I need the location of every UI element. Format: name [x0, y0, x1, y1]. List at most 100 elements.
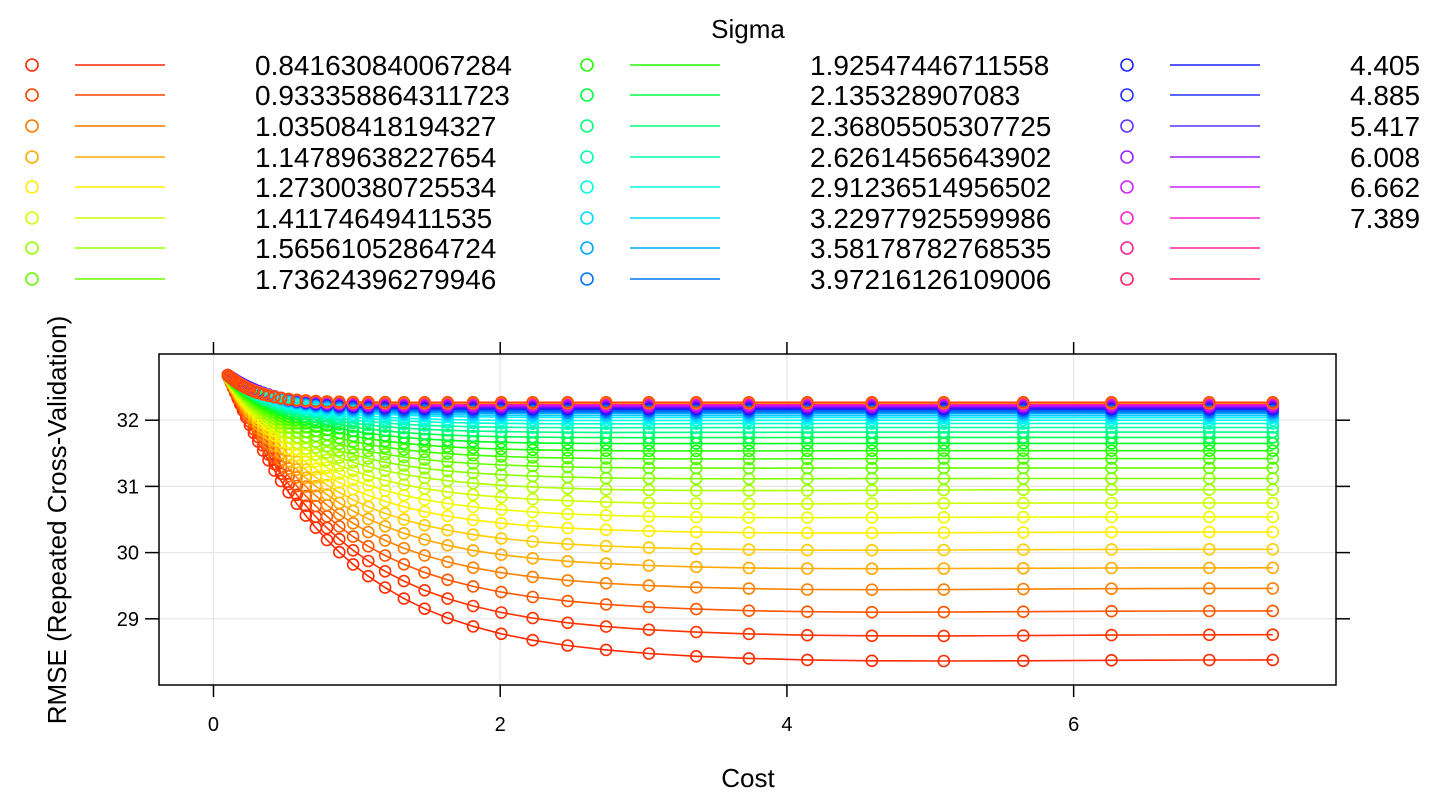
legend-marker	[25, 180, 39, 194]
data-point	[642, 496, 656, 510]
data-point	[320, 488, 334, 501]
legend-marker	[1120, 180, 1134, 194]
data-point	[441, 523, 454, 537]
data-point	[689, 560, 703, 574]
data-point	[526, 519, 540, 533]
legend-label: 3.97216126109006	[810, 264, 1051, 295]
x-axis-label: Cost	[721, 763, 775, 793]
data-point	[1016, 421, 1030, 434]
legend-marker	[580, 58, 594, 72]
data-point	[494, 548, 508, 562]
data-point	[290, 479, 304, 493]
legend-marker	[1120, 88, 1134, 102]
data-point	[1203, 496, 1216, 510]
data-point	[599, 576, 613, 590]
data-point	[800, 511, 814, 525]
data-point	[290, 497, 304, 511]
data-point	[441, 433, 454, 447]
legend-marker	[580, 150, 594, 164]
data-point	[599, 426, 613, 439]
data-point	[397, 431, 411, 444]
data-point	[642, 444, 656, 458]
data-point	[1016, 431, 1030, 444]
data-point	[378, 395, 392, 409]
data-point	[346, 482, 360, 496]
data-point	[1105, 461, 1118, 475]
data-point	[642, 510, 656, 523]
data-point	[466, 513, 480, 527]
legend-marker	[25, 211, 39, 225]
data-point	[1105, 421, 1118, 434]
legend-marker	[1120, 211, 1134, 225]
data-point	[865, 543, 879, 557]
data-point	[1016, 582, 1030, 596]
data-point	[418, 549, 431, 562]
data-point	[865, 605, 879, 619]
data-point	[865, 452, 879, 466]
data-point	[742, 627, 756, 641]
data-point	[378, 447, 392, 461]
data-point	[299, 480, 313, 493]
data-point	[494, 566, 508, 580]
data-point	[494, 516, 508, 530]
x-tick-label: 0	[208, 714, 219, 736]
data-point	[599, 395, 613, 409]
y-tick-label: 32	[117, 410, 139, 432]
data-point	[937, 654, 951, 668]
data-point	[1016, 461, 1030, 475]
data-point	[1105, 452, 1118, 465]
data-point	[320, 533, 334, 547]
data-point	[742, 543, 756, 556]
data-point	[397, 592, 411, 605]
data-point	[361, 554, 375, 568]
data-point	[1203, 525, 1216, 539]
data-point	[378, 507, 392, 520]
legend-marker	[580, 88, 594, 102]
data-point	[466, 500, 480, 514]
data-point	[599, 620, 613, 633]
data-point	[561, 460, 574, 474]
data-point	[689, 431, 703, 444]
data-point	[378, 464, 392, 478]
data-point	[346, 455, 360, 469]
data-point	[642, 647, 656, 660]
data-point	[332, 426, 346, 440]
data-point	[361, 444, 375, 458]
data-point	[689, 542, 703, 556]
data-point	[937, 444, 951, 458]
data-point	[1203, 425, 1216, 439]
data-point	[1105, 525, 1118, 539]
data-point	[689, 625, 703, 639]
legend-label: 2.91236514956502	[810, 172, 1051, 203]
data-point	[1266, 444, 1280, 458]
data-point	[742, 526, 756, 540]
data-point	[290, 448, 304, 462]
data-point	[689, 461, 703, 475]
data-point	[299, 471, 313, 485]
data-point	[937, 496, 951, 510]
data-point	[1016, 654, 1030, 668]
data-point	[441, 428, 454, 442]
data-point	[441, 474, 454, 488]
data-point	[642, 452, 656, 466]
data-point	[800, 452, 814, 466]
data-point	[642, 524, 656, 538]
data-point	[599, 643, 613, 657]
data-point	[642, 426, 656, 439]
data-point	[282, 448, 295, 462]
data-point	[332, 431, 346, 445]
data-point	[1203, 542, 1216, 556]
data-point	[418, 432, 431, 446]
data-point	[1266, 542, 1280, 556]
data-point	[642, 431, 656, 445]
data-point	[441, 455, 454, 469]
data-point	[937, 421, 951, 434]
data-point	[1266, 395, 1280, 409]
data-point	[561, 395, 574, 409]
data-point	[865, 511, 879, 524]
data-point	[1016, 605, 1030, 619]
data-point	[800, 543, 814, 557]
data-point	[526, 611, 540, 625]
data-point	[937, 425, 951, 439]
legend-marker	[580, 272, 594, 286]
